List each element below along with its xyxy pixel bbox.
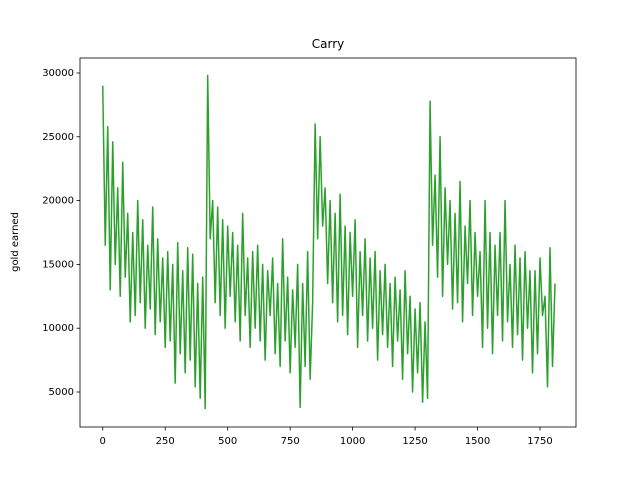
data-line [101, 74, 556, 410]
x-tick-label: 1000 [340, 436, 365, 447]
y-tick-label: 10000 [42, 323, 74, 334]
x-tick-label: 0 [100, 436, 106, 447]
x-tick-label: 1750 [527, 436, 552, 447]
y-axis-label: gold earned [10, 212, 21, 272]
x-tick-label: 250 [156, 436, 175, 447]
y-tick-label: 30000 [42, 68, 74, 79]
chart-title: Carry [312, 37, 345, 51]
y-tick-label: 15000 [42, 259, 74, 270]
y-tick-label: 25000 [42, 132, 74, 143]
y-tick-label: 5000 [49, 387, 74, 398]
x-tick-label: 500 [218, 436, 237, 447]
y-tick-label: 20000 [42, 196, 74, 207]
x-tick-label: 750 [281, 436, 300, 447]
plot-frame [79, 57, 577, 428]
x-tick-label: 1250 [402, 436, 427, 447]
x-tick-label: 1500 [465, 436, 490, 447]
